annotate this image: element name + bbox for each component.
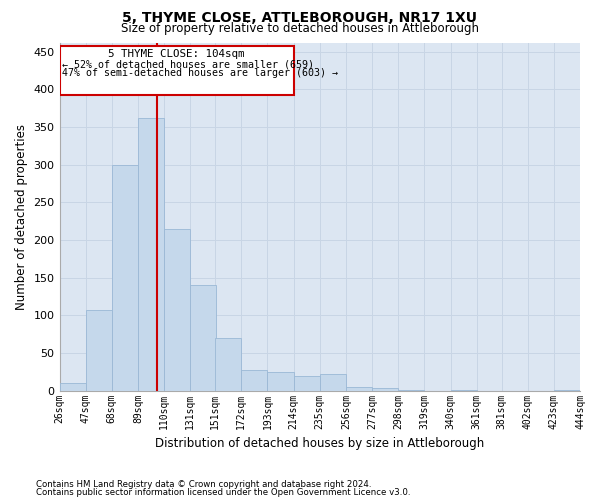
- Bar: [320, 374, 346, 390]
- Bar: [372, 388, 398, 390]
- Bar: [164, 228, 190, 390]
- Bar: [86, 310, 112, 390]
- Bar: [215, 338, 241, 390]
- Bar: [293, 376, 320, 390]
- Bar: [241, 370, 268, 390]
- Text: Contains public sector information licensed under the Open Government Licence v3: Contains public sector information licen…: [36, 488, 410, 497]
- Text: Contains HM Land Registry data © Crown copyright and database right 2024.: Contains HM Land Registry data © Crown c…: [36, 480, 371, 489]
- Bar: [138, 118, 164, 390]
- Bar: [268, 372, 293, 390]
- X-axis label: Distribution of detached houses by size in Attleborough: Distribution of detached houses by size …: [155, 437, 484, 450]
- FancyBboxPatch shape: [59, 46, 293, 95]
- Bar: [59, 383, 86, 390]
- Y-axis label: Number of detached properties: Number of detached properties: [15, 124, 28, 310]
- Bar: [112, 164, 138, 390]
- Text: ← 52% of detached houses are smaller (659): ← 52% of detached houses are smaller (65…: [62, 59, 314, 69]
- Bar: [190, 285, 217, 391]
- Text: 5 THYME CLOSE: 104sqm: 5 THYME CLOSE: 104sqm: [109, 48, 245, 58]
- Bar: [346, 387, 372, 390]
- Text: 47% of semi-detached houses are larger (603) →: 47% of semi-detached houses are larger (…: [62, 68, 338, 78]
- Text: Size of property relative to detached houses in Attleborough: Size of property relative to detached ho…: [121, 22, 479, 35]
- Text: 5, THYME CLOSE, ATTLEBOROUGH, NR17 1XU: 5, THYME CLOSE, ATTLEBOROUGH, NR17 1XU: [122, 11, 478, 25]
